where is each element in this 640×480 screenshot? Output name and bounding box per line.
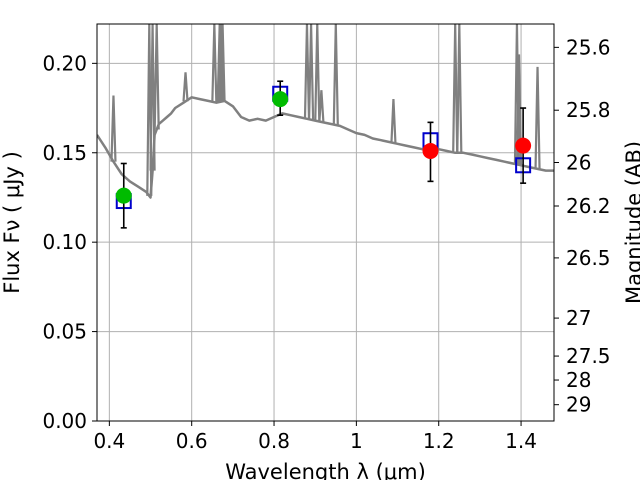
x-tick-label: 1 bbox=[350, 429, 363, 453]
y2-tick-label: 27 bbox=[566, 306, 591, 330]
observation-point bbox=[272, 91, 289, 108]
emission-line bbox=[218, 24, 225, 102]
x-tick-label: 0.8 bbox=[258, 429, 290, 453]
y2-tick-label: 25.8 bbox=[566, 98, 611, 122]
axes-frame bbox=[96, 23, 555, 422]
series-layer bbox=[97, 24, 554, 229]
y2-tick-label: 26.5 bbox=[566, 246, 611, 270]
y2-tick-label: 29 bbox=[566, 393, 591, 417]
observation-point bbox=[115, 187, 132, 204]
y2-tick-label: 26 bbox=[566, 150, 591, 174]
emission-line bbox=[534, 66, 541, 169]
y-tick-label: 0.20 bbox=[42, 51, 87, 75]
y2-tick-label: 26.2 bbox=[566, 194, 611, 218]
emission-line bbox=[219, 24, 226, 102]
x-tick-label: 1.2 bbox=[423, 429, 455, 453]
y-tick-label: 0.10 bbox=[42, 230, 87, 254]
y2-tick-label: 25.6 bbox=[566, 35, 611, 59]
emission-line bbox=[110, 95, 117, 162]
y-axis-left: 0.00 0.05 0.10 0.15 0.20 bbox=[42, 51, 97, 433]
emission-line bbox=[456, 24, 463, 153]
emission-line bbox=[307, 24, 315, 120]
y2-tick-label: 27.5 bbox=[566, 344, 611, 368]
emission-line bbox=[211, 24, 218, 103]
x-tick-label: 0.6 bbox=[176, 429, 208, 453]
emission-line bbox=[314, 24, 321, 122]
x-axis: 0.4 0.6 0.8 1 1.2 1.4 bbox=[93, 421, 537, 453]
y2-tick-label: 28 bbox=[566, 368, 591, 392]
observation-point bbox=[422, 142, 439, 159]
emission-line bbox=[452, 24, 459, 153]
y-tick-label: 0.00 bbox=[42, 409, 87, 433]
y-axis-label: Flux Fν ( μJy ) bbox=[0, 151, 24, 294]
x-tick-label: 1.4 bbox=[505, 429, 537, 453]
emission-line bbox=[515, 54, 523, 165]
plot-area bbox=[97, 24, 554, 229]
y2-axis-label: Magnitude (AB) bbox=[622, 141, 640, 304]
x-axis-label: Wavelength λ (μm) bbox=[225, 460, 426, 480]
x-tick-label: 0.4 bbox=[93, 429, 125, 453]
emission-line bbox=[153, 24, 160, 130]
emission-line bbox=[318, 90, 325, 122]
observation-point bbox=[515, 137, 532, 154]
grid-lines bbox=[97, 24, 554, 422]
y-tick-label: 0.15 bbox=[42, 141, 87, 165]
y-tick-label: 0.05 bbox=[42, 320, 87, 344]
spectrum-line bbox=[97, 96, 554, 199]
emission-line bbox=[390, 99, 397, 143]
emission-line bbox=[182, 72, 189, 102]
emission-line bbox=[303, 24, 311, 119]
emission-line bbox=[332, 24, 339, 126]
